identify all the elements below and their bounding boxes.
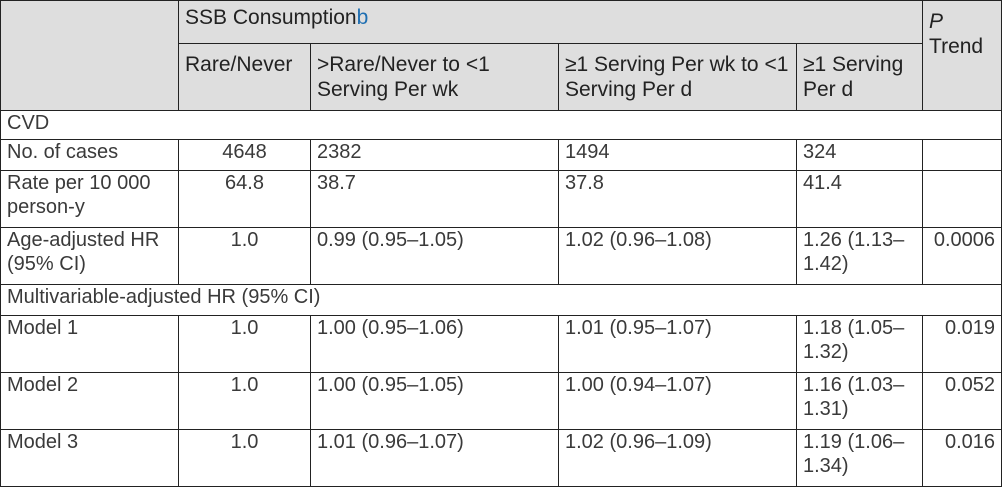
- cell-p-trend: 0.052: [922, 372, 1002, 430]
- row-label: Model 2: [0, 372, 179, 430]
- ssb-consumption-header: SSB Consumptionb: [177, 0, 924, 44]
- cell-daily: 1.19 (1.06–1.34): [795, 429, 924, 487]
- table-row: No. of cases 4648 2382 1494 324: [0, 139, 1002, 171]
- cell-weekly-to-daily: 1.00 (0.94–1.07): [558, 372, 797, 430]
- cell-rare-never: 1.0: [178, 227, 311, 285]
- column-header-rare-never: Rare/Never: [178, 43, 311, 111]
- p-trend-header: P Trend: [922, 0, 1002, 111]
- cell-rare-to-weekly: 38.7: [310, 170, 559, 228]
- table-row: Model 1 1.0 1.00 (0.95–1.06) 1.01 (0.95–…: [0, 315, 1002, 373]
- cell-weekly-to-daily: 1.02 (0.96–1.09): [558, 429, 797, 487]
- header-row-top: SSB Consumptionb P Trend: [0, 0, 1002, 111]
- table-row: Model 2 1.0 1.00 (0.95–1.05) 1.00 (0.94–…: [0, 372, 1002, 430]
- row-label: Model 3: [0, 429, 179, 487]
- cell-p-trend: 0.016: [922, 429, 1002, 487]
- table-row: Model 3 1.0 1.01 (0.96–1.07) 1.02 (0.96–…: [0, 429, 1002, 487]
- cell-weekly-to-daily: 1494: [558, 139, 797, 171]
- cell-rare-to-weekly: 1.01 (0.96–1.07): [310, 429, 559, 487]
- cell-p-trend: 0.019: [922, 315, 1002, 373]
- header-corner-cell: [0, 0, 179, 111]
- cell-p-trend: [922, 139, 1002, 171]
- p-trend-label: Trend: [929, 35, 984, 58]
- section-label-multivariable: Multivariable-adjusted HR (95% CI): [0, 284, 1002, 316]
- section-label-cvd: CVD: [0, 110, 1002, 140]
- column-header-weekly-to-daily: ≥1 Serving Per wk to <1 Serving Per d: [558, 43, 797, 111]
- cell-rare-never: 4648: [178, 139, 311, 171]
- row-label: Rate per 10 000 person-y: [0, 170, 179, 228]
- row-label: Age-adjusted HR (95% CI): [0, 227, 179, 285]
- table-row: Age-adjusted HR (95% CI) 1.0 0.99 (0.95–…: [0, 227, 1002, 285]
- cell-daily: 324: [795, 139, 924, 171]
- cell-rare-never: 1.0: [178, 315, 311, 373]
- cell-weekly-to-daily: 37.8: [558, 170, 797, 228]
- header-row-columns: Rare/Never >Rare/Never to <1 Serving Per…: [1, 43, 1002, 111]
- cell-rare-to-weekly: 2382: [310, 139, 559, 171]
- cell-rare-to-weekly: 0.99 (0.95–1.05): [310, 227, 559, 285]
- cell-weekly-to-daily: 1.02 (0.96–1.08): [558, 227, 797, 285]
- ssb-consumption-label: SSB Consumption: [185, 6, 357, 29]
- table-row: Rate per 10 000 person-y 64.8 38.7 37.8 …: [0, 170, 1002, 228]
- column-header-daily: ≥1 Serving Per d: [795, 43, 924, 111]
- ssb-consumption-footnote-marker: b: [356, 6, 369, 29]
- cell-rare-never: 1.0: [178, 429, 311, 487]
- cell-weekly-to-daily: 1.01 (0.95–1.07): [558, 315, 797, 373]
- section-row-cvd: CVD: [0, 110, 1002, 140]
- cell-daily: 1.18 (1.05–1.32): [795, 315, 924, 373]
- cell-rare-to-weekly: 1.00 (0.95–1.05): [310, 372, 559, 430]
- cell-daily: 41.4: [795, 170, 924, 228]
- cell-rare-never: 64.8: [178, 170, 311, 228]
- cell-rare-never: 1.0: [178, 372, 311, 430]
- cell-p-trend: [922, 170, 1002, 228]
- p-trend-italic-label: P: [929, 10, 944, 33]
- section-row-multivariable: Multivariable-adjusted HR (95% CI): [0, 284, 1002, 316]
- row-label: Model 1: [0, 315, 179, 373]
- cell-daily: 1.26 (1.13–1.42): [795, 227, 924, 285]
- row-label: No. of cases: [0, 139, 179, 171]
- cell-p-trend: 0.0006: [922, 227, 1002, 285]
- column-header-rare-to-weekly: >Rare/Never to <1 Serving Per wk: [310, 43, 559, 111]
- cell-rare-to-weekly: 1.00 (0.95–1.06): [310, 315, 559, 373]
- cell-daily: 1.16 (1.03–1.31): [795, 372, 924, 430]
